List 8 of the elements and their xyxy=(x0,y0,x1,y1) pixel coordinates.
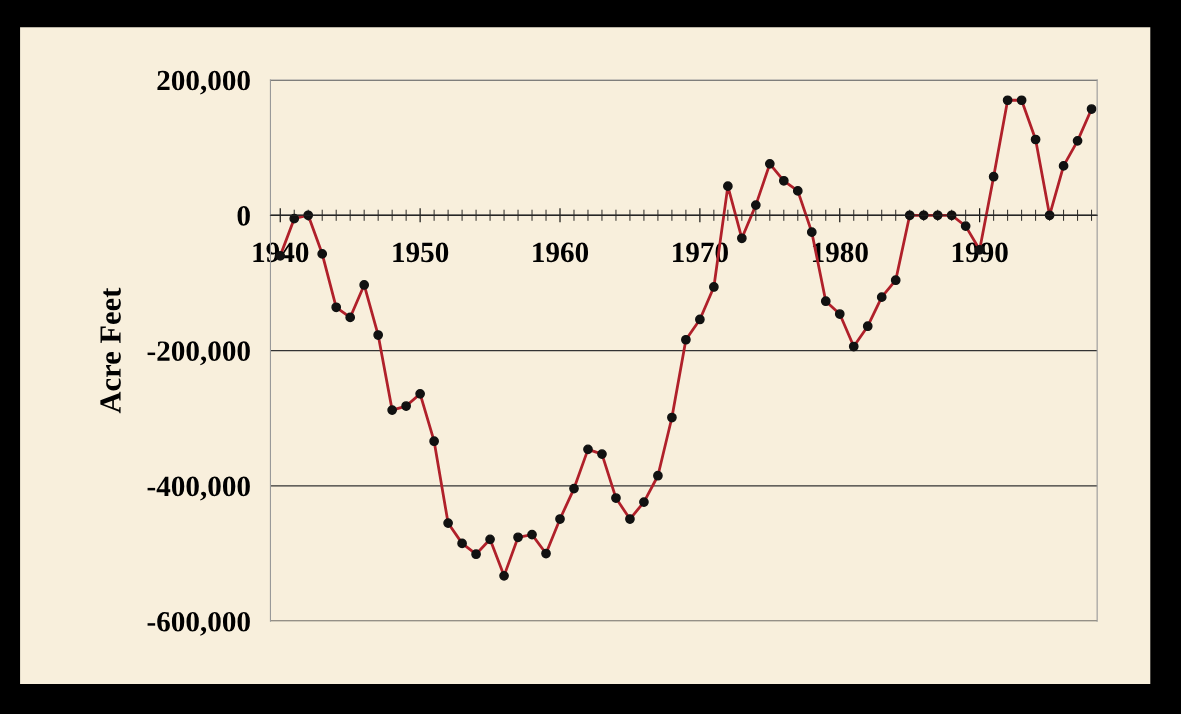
x-tick-label: 1960 xyxy=(533,242,589,263)
x-tick-label: 1950 xyxy=(393,242,449,263)
y-tick-label: -600,000 xyxy=(147,611,250,636)
y-tick-label: 200,000 xyxy=(157,70,250,95)
y-tick-label: -200,000 xyxy=(147,341,250,366)
y-axis-title: Acre Feet xyxy=(100,287,121,414)
y-tick-label: 0 xyxy=(237,205,250,226)
y-tick-label: -400,000 xyxy=(147,476,250,501)
